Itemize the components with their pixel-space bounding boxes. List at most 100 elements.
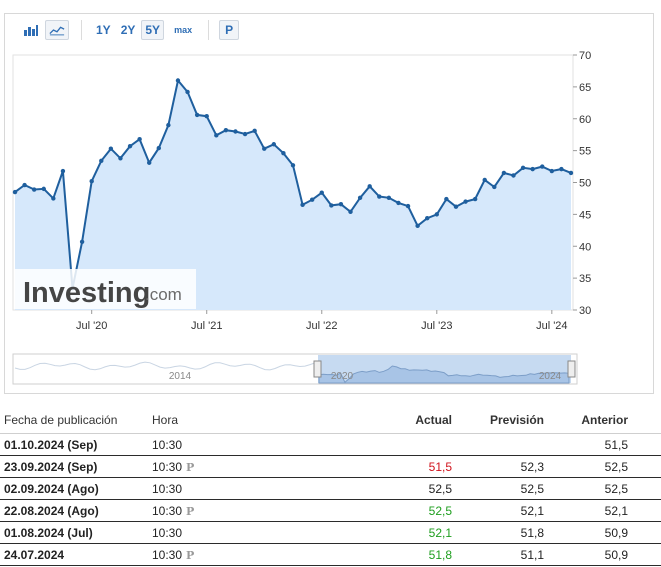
- row-previous: 52,5: [604, 481, 628, 496]
- toolbar-separator: [208, 20, 210, 40]
- data-point: [444, 196, 449, 202]
- y-tick-label: 35: [579, 273, 591, 285]
- range-2y-button[interactable]: 2Y: [120, 23, 136, 37]
- area-chart-icon[interactable]: [45, 20, 69, 40]
- data-point: [559, 166, 564, 172]
- data-point: [290, 163, 296, 168]
- y-tick-label: 40: [579, 241, 591, 253]
- range-max-button[interactable]: max: [174, 25, 193, 35]
- y-tick-label: 50: [579, 178, 591, 190]
- data-point: [482, 177, 487, 183]
- x-tick-label: Jul '21: [191, 320, 222, 332]
- row-date: 02.09.2024 (Ago): [4, 481, 99, 496]
- range-5y-button[interactable]: 5Y: [141, 20, 165, 40]
- watermark-backdrop: [14, 269, 196, 309]
- data-point: [204, 114, 209, 119]
- table-header-row: Fecha de publicación Hora Actual Previsi…: [0, 406, 661, 434]
- data-point: [492, 184, 497, 190]
- x-tick-label: Jul '24: [536, 320, 567, 332]
- data-point: [147, 160, 152, 165]
- x-tick-label: Jul '22: [306, 320, 337, 332]
- navigator-history-line: [14, 361, 316, 371]
- row-previous: 52,1: [604, 503, 628, 518]
- chart-toolbar: 1Y 2Y 5Y max P: [19, 19, 241, 41]
- release-history-table: Fecha de publicación Hora Actual Previsi…: [0, 406, 661, 566]
- data-point: [41, 186, 46, 192]
- preliminary-toggle-button[interactable]: P: [219, 20, 240, 40]
- header-actual[interactable]: Actual: [415, 412, 452, 427]
- row-forecast: 52,3: [520, 459, 544, 474]
- y-tick-label: 30: [579, 305, 591, 317]
- header-forecast[interactable]: Previsión: [489, 412, 544, 427]
- row-actual: 51,8: [428, 547, 452, 562]
- data-point: [501, 170, 507, 176]
- header-previous[interactable]: Anterior: [581, 412, 628, 427]
- navigator-series: [318, 365, 570, 384]
- row-date: 22.08.2024 (Ago): [4, 503, 99, 518]
- data-point: [233, 129, 238, 134]
- data-point: [434, 212, 439, 217]
- row-date: 24.07.2024: [4, 547, 65, 562]
- data-point: [185, 89, 190, 95]
- data-point: [118, 156, 123, 161]
- x-tick-label: Jul '20: [76, 320, 107, 332]
- data-point: [425, 216, 430, 221]
- data-point: [223, 128, 229, 133]
- navigator-right-handle[interactable]: [567, 360, 576, 378]
- row-time-value: 10:30: [152, 547, 183, 562]
- row-time: 10:30 P: [152, 548, 272, 562]
- table-row: 01.10.2024 (Sep) 10:30 51,5: [0, 434, 661, 456]
- table-row: 22.08.2024 (Ago) 10:30 P 52,5 52,1 52,1: [0, 500, 661, 522]
- y-tick-label: 45: [579, 209, 591, 221]
- data-point: [108, 146, 114, 151]
- row-previous: 51,5: [604, 437, 628, 452]
- data-point: [338, 201, 344, 207]
- data-point: [309, 197, 315, 202]
- data-point: [405, 203, 411, 209]
- row-time: 10:30: [152, 482, 272, 496]
- data-point: [22, 182, 27, 188]
- data-point: [281, 150, 286, 156]
- y-tick-label: 65: [579, 82, 591, 94]
- row-actual: 52,1: [428, 525, 452, 540]
- row-actual: 51,5: [428, 459, 452, 474]
- row-forecast: 52,5: [520, 481, 544, 496]
- data-point: [194, 112, 200, 118]
- y-tick-label: 60: [579, 114, 591, 126]
- data-point: [568, 170, 574, 176]
- preliminary-icon: P: [186, 548, 195, 562]
- data-point: [175, 78, 181, 83]
- data-point: [540, 164, 545, 169]
- data-point: [329, 203, 334, 208]
- data-point: [300, 202, 305, 208]
- line-chart: 70 65 60 55 50 45 40 35 30 Jul '20 Jul '21 Jul '22 J…: [12, 50, 591, 385]
- bar-chart-icon[interactable]: [19, 20, 43, 40]
- data-point: [89, 179, 94, 184]
- data-point: [60, 168, 66, 174]
- preliminary-icon: P: [186, 460, 195, 474]
- row-date: 23.09.2024 (Sep): [4, 459, 98, 474]
- y-tick-label: 55: [579, 146, 591, 158]
- data-point: [520, 165, 526, 171]
- data-point: [242, 131, 248, 137]
- table-row: 02.09.2024 (Ago) 10:30 52,5 52,5 52,5: [0, 478, 661, 500]
- data-point: [549, 168, 555, 174]
- row-time: 10:30 P: [152, 460, 272, 474]
- data-point: [415, 223, 420, 229]
- navigator-year-label: 2014: [169, 371, 192, 382]
- row-forecast: 51,1: [520, 547, 544, 562]
- header-date[interactable]: Fecha de publicación: [4, 412, 118, 427]
- data-point: [348, 209, 353, 215]
- row-time: 10:30: [152, 526, 272, 540]
- data-point: [319, 190, 324, 195]
- data-point: [137, 136, 142, 142]
- range-1y-button[interactable]: 1Y: [96, 23, 111, 37]
- row-time-value: 10:30: [152, 481, 183, 496]
- data-point: [357, 195, 363, 200]
- data-point: [214, 133, 219, 138]
- navigator-left-handle[interactable]: [313, 360, 322, 378]
- data-point: [51, 196, 56, 201]
- data-point: [31, 187, 37, 192]
- header-time[interactable]: Hora: [152, 412, 179, 427]
- data-point: [156, 145, 161, 151]
